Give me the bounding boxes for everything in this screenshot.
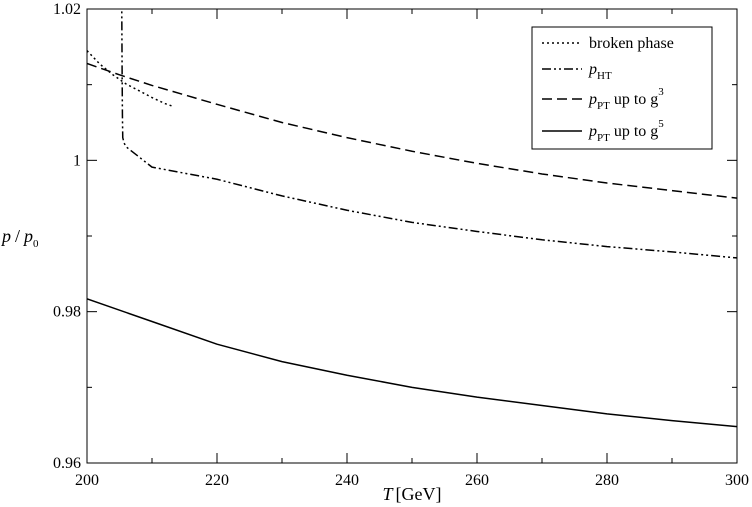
series-line-pt5 bbox=[87, 298, 737, 428]
y-axis-numerator: p bbox=[0, 226, 11, 246]
legend-superscript: 5 bbox=[658, 118, 664, 130]
x-tick-label: 200 bbox=[75, 472, 99, 489]
legend-symbol: p bbox=[588, 123, 597, 140]
legend-label-broken: broken phase bbox=[589, 35, 674, 52]
legend-label-pht: pHT bbox=[588, 61, 612, 82]
x-tick-label: 300 bbox=[725, 472, 749, 489]
y-tick-label: 1 bbox=[73, 152, 81, 169]
legend-symbol: p bbox=[588, 91, 597, 108]
x-axis-title: T [GeV] bbox=[383, 484, 442, 504]
series-curves bbox=[87, 9, 737, 428]
series-line-pt3 bbox=[87, 62, 737, 199]
legend-label-pt5: pPT up to g5 bbox=[588, 118, 664, 144]
y-axis-denominator: p bbox=[22, 226, 33, 246]
legend-superscript: 3 bbox=[658, 86, 664, 98]
legend-symbol: p bbox=[588, 61, 597, 78]
legend-text-rest: up to g bbox=[610, 123, 658, 140]
series-line-broken bbox=[87, 50, 172, 107]
x-tick-label: 220 bbox=[205, 472, 229, 489]
legend-box bbox=[531, 26, 713, 150]
legend-subscript: HT bbox=[597, 70, 612, 82]
x-axis-unit: [GeV] bbox=[396, 484, 442, 504]
legend-text-rest: up to g bbox=[610, 91, 658, 108]
axis-ticks bbox=[86, 8, 738, 464]
y-tick-label: 0.98 bbox=[53, 304, 81, 321]
tick-labels: 200 220 240 260 280 300 0.96 0.98 1 1.02 bbox=[53, 1, 749, 489]
legend-label-pt3: pPT up to g3 bbox=[588, 86, 664, 112]
series-line-pht bbox=[121, 9, 737, 259]
y-axis-title: p / p0 bbox=[0, 226, 39, 250]
x-axis-symbol: T bbox=[383, 484, 395, 504]
x-tick-label: 280 bbox=[595, 472, 619, 489]
y-tick-label: 0.96 bbox=[53, 455, 81, 472]
y-tick-label: 1.02 bbox=[53, 1, 81, 18]
x-tick-label: 260 bbox=[465, 472, 489, 489]
legend-subscript: PT bbox=[597, 100, 610, 112]
y-axis-slash: / bbox=[15, 226, 20, 246]
x-tick-label: 240 bbox=[335, 472, 359, 489]
legend-subscript: PT bbox=[597, 132, 610, 144]
y-axis-denominator-subscript: 0 bbox=[33, 238, 39, 250]
